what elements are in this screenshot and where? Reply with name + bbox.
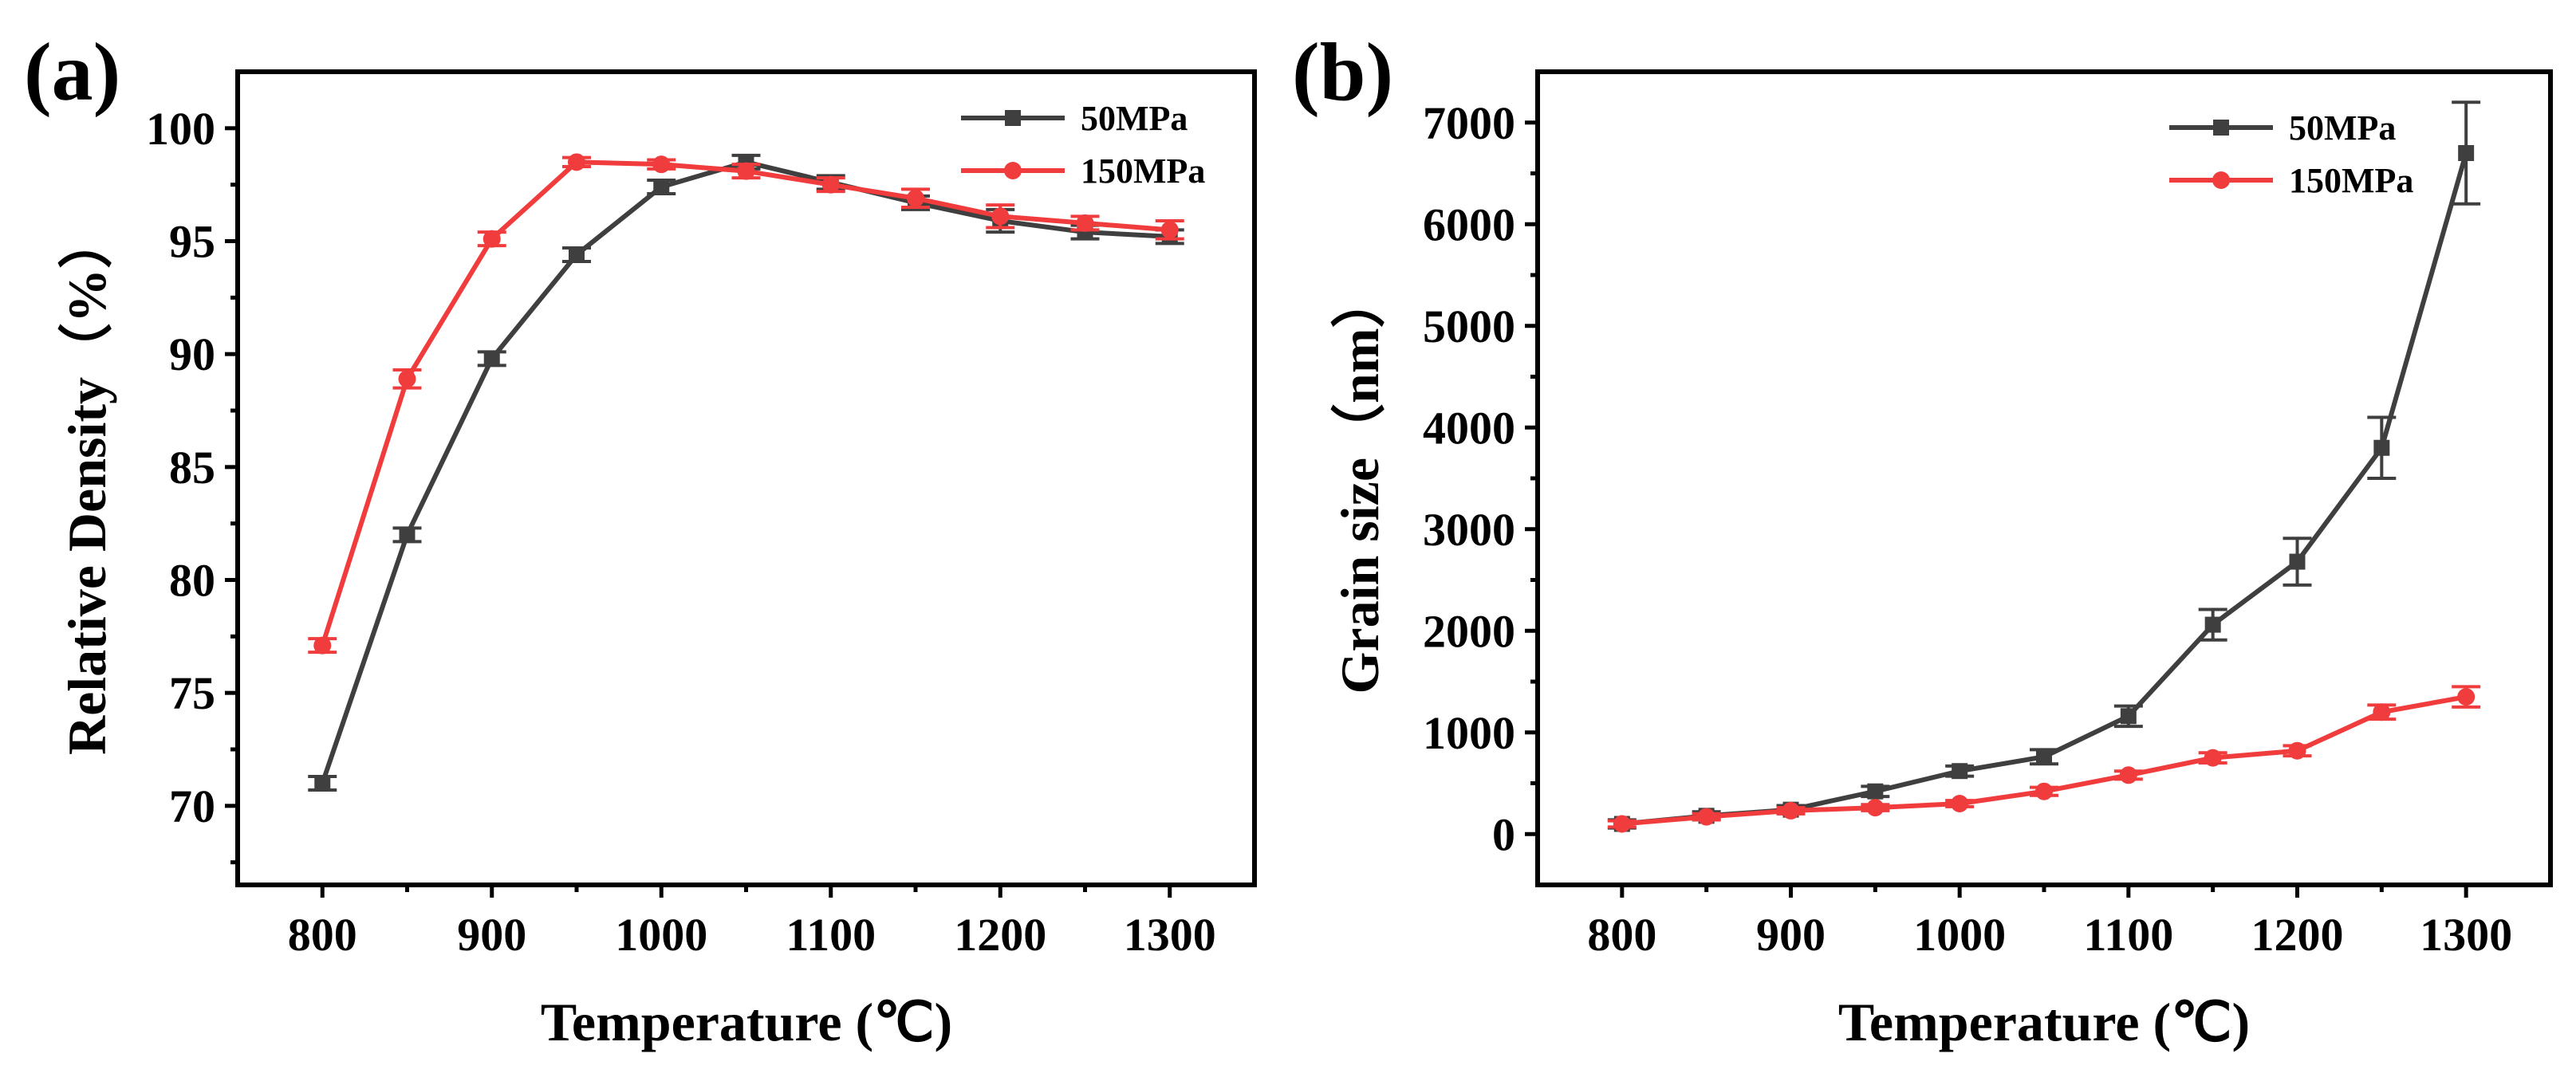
panel-label-a: (a) [24,26,120,118]
panel-b-plot-area: 800 900 1000 1100 1200 1300 0 1000 2000 3000 4000 5… [1423,69,2553,961]
data-point-circle [991,207,1010,226]
data-point-circle [1782,801,1800,820]
y-tick-label: 2000 [1423,605,1515,657]
panel-label-b: (b) [1292,26,1393,118]
legend-label: 150MPa [2289,161,2413,200]
x-tick-label: 1100 [2083,909,2173,961]
y-tick-label: 3000 [1423,504,1515,556]
panel-b-series-150mpa [1607,685,2481,833]
series-line-150mpa [320,159,1170,647]
legend-item-150mpa: 150MPa [2169,161,2413,200]
x-tick-label: 900 [457,909,526,961]
data-point-square [399,526,416,543]
data-point-circle [1866,799,1885,817]
data-point-square [2036,749,2052,765]
data-point-circle [568,153,585,171]
data-point-circle [2035,782,2053,800]
data-point-square [1952,763,1968,780]
data-point-circle [483,230,501,248]
plot-frame [235,69,1257,887]
legend-item-50mpa: 50MPa [2169,108,2396,147]
legend-label: 50MPa [2289,108,2396,147]
panel-a-x-axis: 800 900 1000 1100 1200 1300 [288,885,1216,961]
data-point-square [314,775,331,792]
data-point-square [653,179,670,195]
data-point-circle [2288,741,2306,760]
panel-b-y-axis: 0 1000 2000 3000 4000 5000 6000 7000 [1423,97,1538,860]
panel-b-series-50mpa [1607,100,2481,832]
y-tick-label: 5000 [1423,301,1515,352]
data-point-square [2373,439,2390,456]
y-tick-label: 6000 [1423,199,1515,250]
panel-a-relative-density: (a) 800 900 1000 1100 1200 1300 70 75 80 85 90 95 10… [24,26,1257,1052]
data-point-square [2204,616,2221,633]
data-point-circle [652,155,671,174]
series-line-50mpa [320,159,1170,784]
data-point-circle [398,370,416,388]
legend-label: 50MPa [1081,99,1188,138]
data-point-circle [2204,749,2222,767]
data-point-circle [2119,766,2137,784]
legend-marker-square [2213,120,2229,136]
legend-item-150mpa: 150MPa [961,151,1205,191]
y-tick-label: 75 [169,667,215,719]
data-point-square [2120,708,2137,725]
data-point-square [2458,145,2475,161]
data-point-square [1867,783,1884,800]
y-tick-label: 1000 [1423,707,1515,759]
legend-item-50mpa: 50MPa [961,99,1188,138]
data-point-circle [1613,815,1631,833]
data-point-circle [821,175,840,194]
y-tick-label: 70 [169,780,215,832]
panel-b-grain-size: (b) 800 900 1000 1100 1200 1300 0 1000 2000 3000 4… [1292,26,2553,1052]
panel-b-y-axis-label: Grain size（nm） [1329,274,1390,694]
panel-b-x-axis: 800 900 1000 1100 1200 1300 [1587,885,2512,961]
data-point-circle [313,636,332,655]
panel-b-x-axis-label: Temperature (℃) [1838,992,2250,1052]
y-tick-label: 80 [169,555,215,607]
data-point-circle [737,162,755,180]
legend-label: 150MPa [1081,151,1205,191]
x-tick-label: 1200 [954,909,1046,961]
x-tick-label: 1300 [1124,909,1216,961]
x-tick-label: 800 [288,909,357,961]
data-point-square [2289,553,2306,570]
y-tick-label: 85 [169,442,215,493]
data-point-circle [1076,214,1094,232]
y-tick-label: 7000 [1423,97,1515,149]
y-tick-label: 95 [169,216,215,268]
legend-marker-circle [2212,171,2230,189]
y-tick-label: 100 [146,103,215,155]
y-tick-label: 90 [169,328,215,380]
data-point-circle [2373,703,2391,721]
data-point-circle [2457,688,2476,706]
data-point-circle [1951,795,1969,812]
x-tick-label: 1300 [2420,909,2512,961]
series-line-50mpa [1621,152,2469,827]
y-tick-label: 0 [1492,808,1515,860]
x-tick-label: 800 [1587,909,1656,961]
panel-a-series-150mpa [308,153,1184,655]
data-point-square [569,246,585,263]
panel-a-y-axis: 70 75 80 85 90 95 100 [146,103,238,865]
x-tick-label: 1100 [786,909,876,961]
data-point-circle [1160,221,1179,239]
panel-a-y-axis-label: Relative Density（%） [57,214,117,755]
panel-a-x-axis-label: Temperature (℃) [541,992,952,1052]
x-tick-label: 1000 [1913,909,2006,961]
x-tick-label: 1000 [615,909,707,961]
data-point-circle [1697,808,1715,826]
legend-marker-circle [1004,162,1022,179]
panel-a-plot-area: 800 900 1000 1100 1200 1300 70 75 80 85 90 95 100 50M… [146,69,1257,961]
data-point-circle [907,189,924,207]
panel-a-legend: 50MPa 150MPa [961,99,1205,191]
x-tick-label: 900 [1756,909,1826,961]
data-point-square [483,350,500,367]
panel-b-legend: 50MPa 150MPa [2169,108,2413,200]
panel-a-series-50mpa [308,153,1184,792]
y-tick-label: 4000 [1423,402,1515,454]
x-tick-label: 1200 [2251,909,2344,961]
legend-marker-square [1005,110,1021,126]
